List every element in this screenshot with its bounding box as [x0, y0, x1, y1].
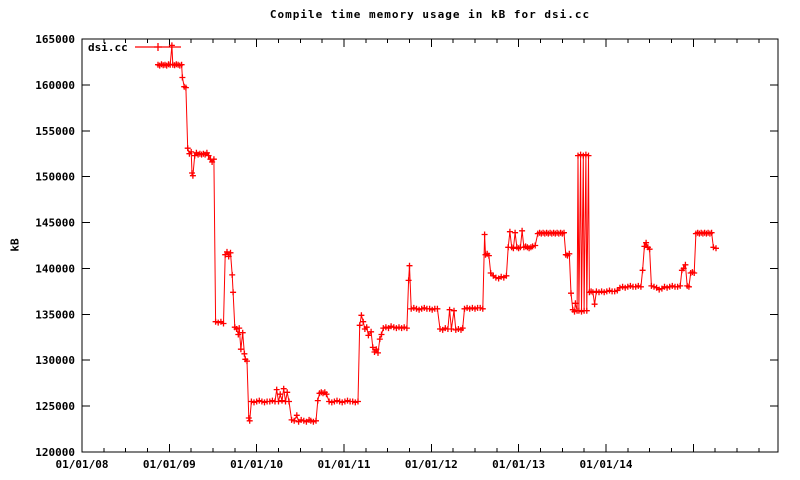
- y-tick-label: 145000: [35, 217, 75, 230]
- x-tick-label: 01/01/13: [492, 458, 545, 471]
- y-tick-label: 140000: [35, 262, 75, 275]
- x-tick-label: 01/01/09: [143, 458, 196, 471]
- y-tick-label: 125000: [35, 400, 75, 413]
- y-tick-label: 150000: [35, 171, 75, 184]
- legend-sample: [134, 43, 181, 51]
- legend-sample-marker: [153, 43, 162, 51]
- plot-border: [81, 38, 779, 453]
- y-tick-label: 120000: [35, 446, 75, 459]
- x-tick-label: 01/01/11: [317, 458, 370, 471]
- y-tick-label: 160000: [35, 79, 75, 92]
- data-line: [157, 45, 717, 423]
- x-tick-label: 01/01/12: [405, 458, 458, 471]
- y-tick-label: 130000: [35, 354, 75, 367]
- x-tick-label: 01/01/10: [230, 458, 283, 471]
- legend-label: dsi.cc: [88, 40, 128, 54]
- legend: dsi.cc: [88, 40, 181, 54]
- data-point-markers: [155, 42, 719, 425]
- y-tick-label: 165000: [35, 33, 75, 46]
- y-tick-label: 135000: [35, 308, 75, 321]
- x-tick-label: 01/01/08: [56, 458, 109, 471]
- x-tick-label: 01/01/14: [579, 458, 632, 471]
- y-tick-label: 155000: [35, 125, 75, 138]
- chart-title: Compile time memory usage in kB for dsi.…: [269, 8, 591, 21]
